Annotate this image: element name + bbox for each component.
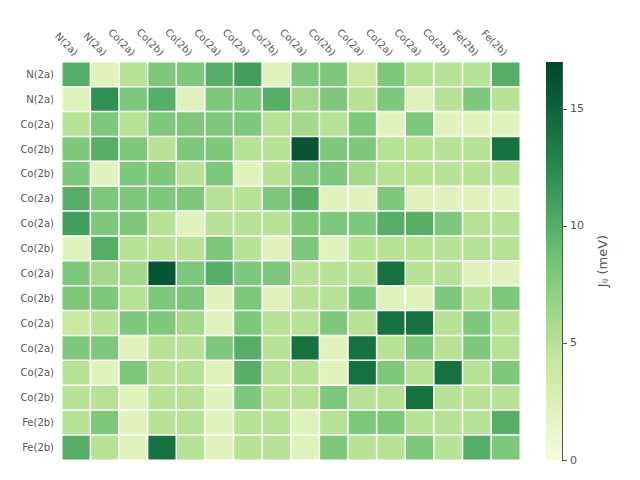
svg-text:5: 5 <box>570 336 577 349</box>
svg-text:Jᵢⱼ (meV): Jᵢⱼ (meV) <box>595 235 610 288</box>
svg-text:Co(2b): Co(2b) <box>20 392 54 403</box>
svg-text:Co(2b): Co(2b) <box>249 26 281 58</box>
svg-text:Co(2b): Co(2b) <box>135 26 167 58</box>
svg-text:Co(2b): Co(2b) <box>20 293 54 304</box>
svg-text:Co(2a): Co(2a) <box>221 27 252 58</box>
svg-text:Co(2a): Co(2a) <box>364 27 395 58</box>
svg-text:Co(2a): Co(2a) <box>278 27 309 58</box>
svg-text:Co(2a): Co(2a) <box>21 193 54 204</box>
svg-text:N(2a): N(2a) <box>81 30 108 57</box>
svg-text:Co(2a): Co(2a) <box>21 343 54 354</box>
svg-text:N(2a): N(2a) <box>53 30 80 57</box>
svg-text:Co(2b): Co(2b) <box>20 243 54 254</box>
svg-text:Co(2b): Co(2b) <box>306 26 338 58</box>
svg-text:Co(2a): Co(2a) <box>21 218 54 229</box>
svg-text:Co(2b): Co(2b) <box>20 168 54 179</box>
svg-text:N(2a): N(2a) <box>26 69 54 80</box>
svg-text:Co(2a): Co(2a) <box>21 367 54 378</box>
svg-text:Co(2a): Co(2a) <box>21 268 54 279</box>
svg-text:0: 0 <box>570 454 577 467</box>
svg-text:Fe(2b): Fe(2b) <box>479 28 509 58</box>
svg-text:10: 10 <box>570 219 584 232</box>
svg-text:Fe(2b): Fe(2b) <box>22 442 54 453</box>
svg-text:Co(2a): Co(2a) <box>21 119 54 130</box>
svg-text:Fe(2b): Fe(2b) <box>451 28 481 58</box>
svg-text:Co(2a): Co(2a) <box>192 27 223 58</box>
svg-text:N(2a): N(2a) <box>26 94 54 105</box>
svg-text:Co(2b): Co(2b) <box>20 144 54 155</box>
svg-text:Co(2a): Co(2a) <box>106 27 137 58</box>
svg-text:Co(2a): Co(2a) <box>335 27 366 58</box>
svg-text:Co(2b): Co(2b) <box>163 26 195 58</box>
svg-text:Co(2b): Co(2b) <box>421 26 453 58</box>
svg-text:Co(2a): Co(2a) <box>392 27 423 58</box>
svg-text:Fe(2b): Fe(2b) <box>22 417 54 428</box>
svg-text:15: 15 <box>570 102 584 115</box>
svg-text:Co(2a): Co(2a) <box>21 318 54 329</box>
